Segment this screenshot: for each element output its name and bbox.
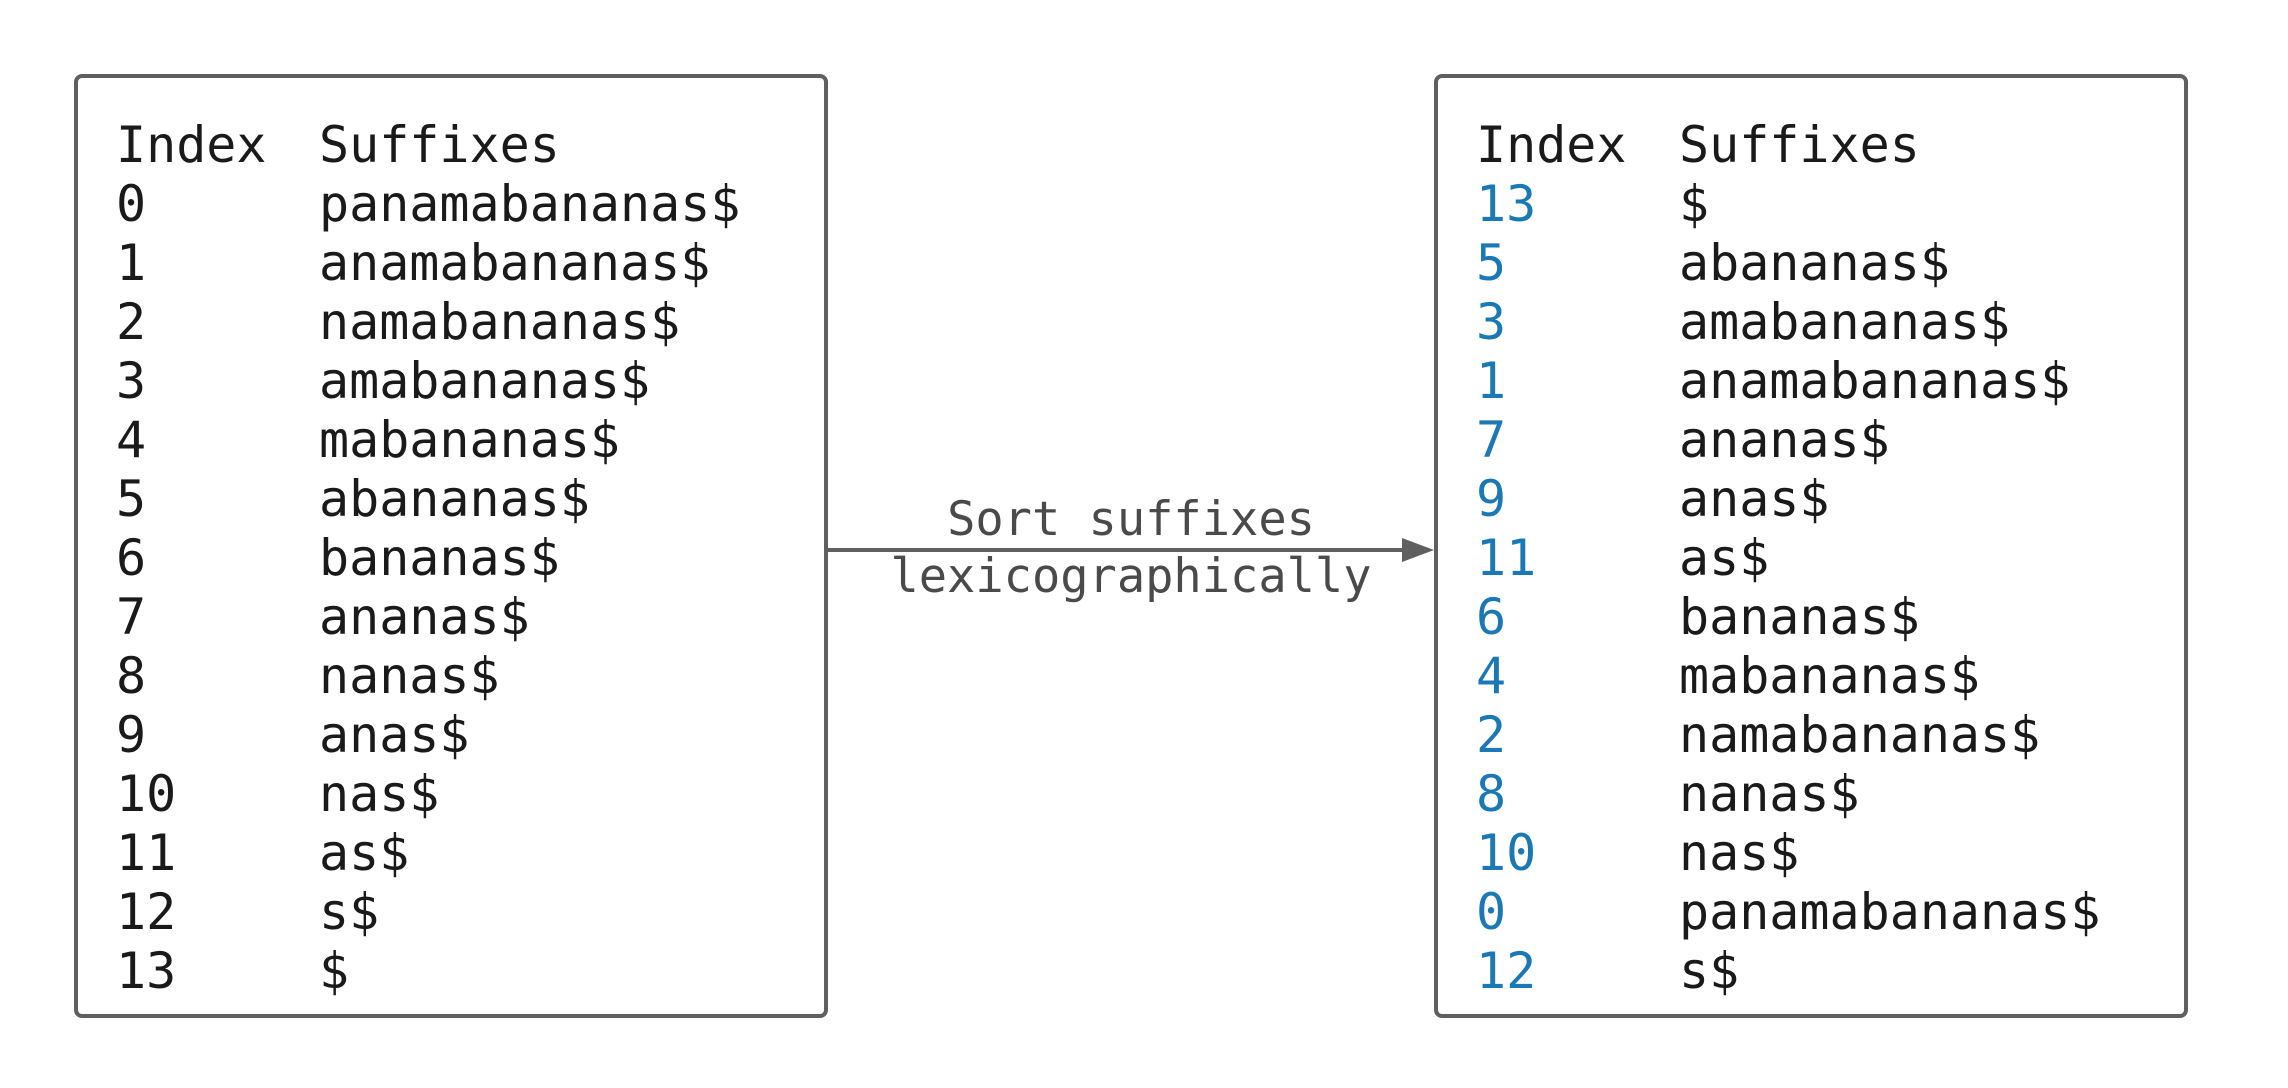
- row-index: 12: [116, 883, 177, 941]
- row-index: 11: [1476, 529, 1537, 587]
- arrow-label-line1: Sort suffixes: [947, 492, 1315, 547]
- table-row: 13 $: [116, 942, 740, 1001]
- row-index: 5: [1476, 234, 1507, 292]
- row-index: 10: [1476, 824, 1537, 882]
- row-suffix: $: [1679, 175, 1710, 233]
- row-index: 13: [116, 942, 177, 1000]
- row-suffix: $: [319, 942, 350, 1000]
- row-index: 4: [116, 411, 147, 469]
- suffixes-column-header: Suffixes: [319, 116, 560, 174]
- row-suffix: nas$: [1679, 824, 1800, 882]
- row-suffix: nanas$: [1679, 765, 1860, 823]
- table-row: 2 namabananas$: [116, 293, 740, 352]
- row-suffix: panamabananas$: [319, 175, 741, 233]
- table-row: 10 nas$: [116, 765, 740, 824]
- row-index: 10: [116, 765, 177, 823]
- row-index: 6: [116, 529, 147, 587]
- table-row: 11 as$: [116, 824, 740, 883]
- row-index: 4: [1476, 647, 1507, 705]
- table-row: 1 anamabananas$: [1476, 352, 2100, 411]
- table-row: 4 mabananas$: [116, 411, 740, 470]
- table-row: 9 anas$: [1476, 470, 2100, 529]
- table-row: 5 abananas$: [1476, 234, 2100, 293]
- row-index: 7: [116, 588, 147, 646]
- table-row: 8 nanas$: [1476, 765, 2100, 824]
- row-index: 1: [1476, 352, 1507, 410]
- sorted-suffix-table: Index Suffixes 13 $5 abananas$ 3 amabananas$…: [1434, 74, 2188, 1018]
- index-column-header: Index: [1476, 116, 1627, 174]
- index-column-header: Index: [116, 116, 267, 174]
- row-suffix: bananas$: [319, 529, 560, 587]
- suffixes-column-header: Suffixes: [1679, 116, 1920, 174]
- table-row: 1 anamabananas$: [116, 234, 740, 293]
- sorted-table-body: Index Suffixes 13 $5 abananas$ 3 amabananas$…: [1476, 116, 2100, 1001]
- table-row: 6 bananas$: [1476, 588, 2100, 647]
- table-row: 0 panamabananas$: [116, 175, 740, 234]
- row-suffix: as$: [319, 824, 410, 882]
- row-suffix: mabananas$: [319, 411, 621, 469]
- row-suffix: ananas$: [1679, 411, 1890, 469]
- row-suffix: anamabananas$: [1679, 352, 2071, 410]
- table-row: 7 ananas$: [116, 588, 740, 647]
- row-index: 8: [116, 647, 147, 705]
- row-index: 9: [116, 706, 147, 764]
- row-index: 11: [116, 824, 177, 882]
- row-index: 13: [1476, 175, 1537, 233]
- table-row: 11 as$: [1476, 529, 2100, 588]
- table-header-row: Index Suffixes: [116, 116, 740, 175]
- row-suffix: anamabananas$: [319, 234, 711, 292]
- row-index: 2: [116, 293, 147, 351]
- row-index: 3: [116, 352, 147, 410]
- row-suffix: namabananas$: [319, 293, 681, 351]
- row-index: 6: [1476, 588, 1507, 646]
- table-row: 5 abananas$: [116, 470, 740, 529]
- row-index: 8: [1476, 765, 1507, 823]
- row-suffix: anas$: [319, 706, 470, 764]
- table-row: 0 panamabananas$: [1476, 883, 2100, 942]
- row-suffix: namabananas$: [1679, 706, 2041, 764]
- row-suffix: nas$: [319, 765, 440, 823]
- table-row: 7 ananas$: [1476, 411, 2100, 470]
- row-index: 7: [1476, 411, 1507, 469]
- row-suffix: abananas$: [319, 470, 590, 528]
- row-suffix: bananas$: [1679, 588, 1920, 646]
- arrow-label-line2: lexicographically: [890, 549, 1372, 604]
- table-row: 2 namabananas$: [1476, 706, 2100, 765]
- table-header-row: Index Suffixes: [1476, 116, 2100, 175]
- row-suffix: mabananas$: [1679, 647, 1981, 705]
- row-index: 0: [1476, 883, 1507, 941]
- row-index: 9: [1476, 470, 1507, 528]
- row-suffix: ananas$: [319, 588, 530, 646]
- unsorted-suffix-table: Index Suffixes 0 panamabananas$ 1 anamabana…: [74, 74, 828, 1018]
- row-suffix: panamabananas$: [1679, 883, 2101, 941]
- table-row: 12 s$: [1476, 942, 2100, 1001]
- row-index: 3: [1476, 293, 1507, 351]
- table-row: 12 s$: [116, 883, 740, 942]
- table-row: 3 amabananas$: [116, 352, 740, 411]
- table-row: 8 nanas$: [116, 647, 740, 706]
- table-row: 9 anas$: [116, 706, 740, 765]
- table-row: 6 bananas$: [116, 529, 740, 588]
- table-row: 3 amabananas$: [1476, 293, 2100, 352]
- table-row: 13 $: [1476, 175, 2100, 234]
- row-index: 1: [116, 234, 147, 292]
- table-row: 4 mabananas$: [1476, 647, 2100, 706]
- row-suffix: anas$: [1679, 470, 1830, 528]
- row-suffix: s$: [319, 883, 380, 941]
- row-suffix: as$: [1679, 529, 1770, 587]
- row-suffix: amabananas$: [319, 352, 651, 410]
- row-index: 2: [1476, 706, 1507, 764]
- row-index: 0: [116, 175, 147, 233]
- unsorted-table-body: Index Suffixes 0 panamabananas$ 1 anamabana…: [116, 116, 740, 1001]
- row-index: 5: [116, 470, 147, 528]
- table-row: 10 nas$: [1476, 824, 2100, 883]
- row-suffix: abananas$: [1679, 234, 1950, 292]
- row-suffix: amabananas$: [1679, 293, 2011, 351]
- row-suffix: nanas$: [319, 647, 500, 705]
- row-suffix: s$: [1679, 942, 1740, 1000]
- row-index: 12: [1476, 942, 1537, 1000]
